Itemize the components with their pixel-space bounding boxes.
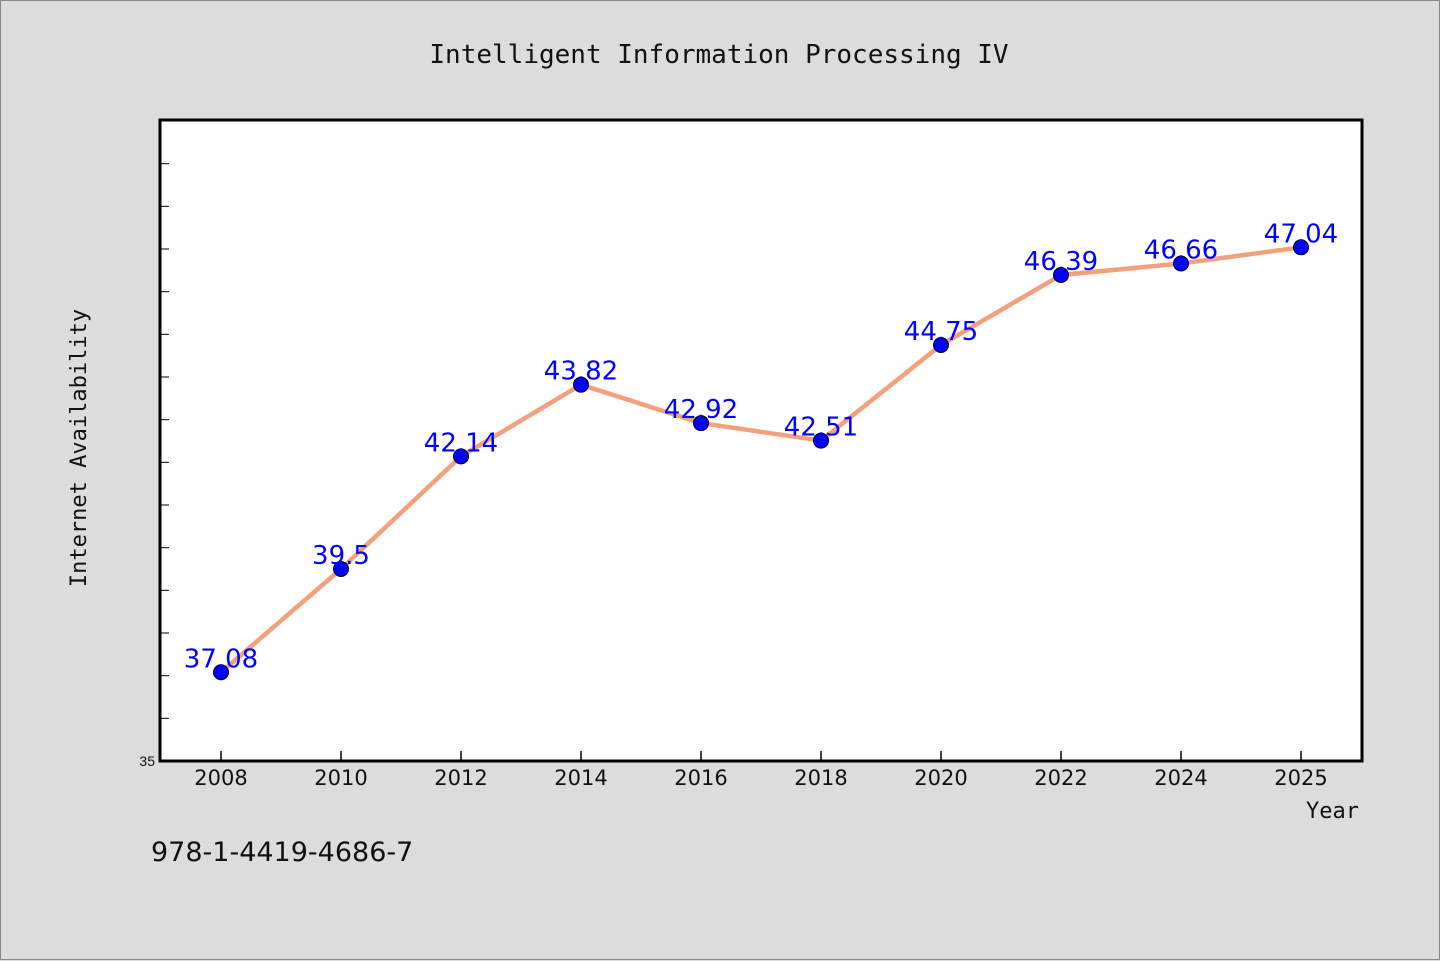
data-point-marker [453, 448, 469, 465]
x-tick-label: 2010 [314, 766, 367, 790]
x-tick-label: 2016 [674, 766, 727, 790]
isbn-text: 978-1-4419-4686-7 [151, 837, 414, 868]
x-tick-label: 2020 [914, 766, 967, 790]
data-point-marker [693, 415, 709, 432]
data-label: 42.14 [424, 428, 498, 458]
data-label: 46.39 [1024, 247, 1098, 277]
x-tick-label: 2024 [1154, 766, 1207, 790]
data-markers [213, 239, 1309, 681]
x-tick-label: 2008 [194, 766, 247, 790]
series-line [218, 245, 1304, 675]
data-label: 47.04 [1264, 219, 1338, 249]
data-point-marker [333, 561, 349, 577]
x-tick-label: 2018 [794, 766, 847, 790]
y-axis-label: Internet Availability [67, 309, 92, 587]
x-tick-label: 2014 [554, 766, 607, 790]
data-label: 42.51 [784, 413, 858, 443]
x-tick-label: 2025 [1274, 766, 1327, 790]
data-point-marker [933, 337, 949, 353]
x-axis-ticks: 2008 2010 2012 2014 2016 2018 2020 2022 2024 2025 [194, 751, 1328, 790]
data-point-marker [573, 376, 589, 393]
y-tick-label: 35 [139, 753, 155, 769]
data-label: 46.66 [1144, 236, 1218, 266]
data-label: 39.5 [312, 541, 370, 571]
plot-area [158, 118, 1364, 763]
x-tick-label: 2012 [434, 766, 487, 790]
data-label: 43.82 [544, 357, 618, 387]
data-point-marker [813, 432, 829, 449]
chart-title: Intelligent Information Processing IV [429, 40, 1008, 70]
data-point-marker [213, 664, 229, 681]
x-axis-label: Year [1306, 799, 1359, 824]
y-axis-ticks: 35 [139, 163, 169, 769]
data-label: 37.08 [184, 644, 258, 674]
series-line-group [218, 245, 1304, 675]
data-point-marker [1053, 267, 1069, 284]
x-tick-label: 2022 [1034, 766, 1087, 790]
data-label: 44.75 [904, 317, 978, 347]
data-labels: 37.08 39.5 42.14 43.82 42.92 42.51 44.75 46.39 4… [184, 219, 1338, 674]
data-point-marker [1293, 239, 1309, 256]
data-label: 42.92 [664, 395, 738, 425]
data-point-marker [1173, 255, 1189, 272]
